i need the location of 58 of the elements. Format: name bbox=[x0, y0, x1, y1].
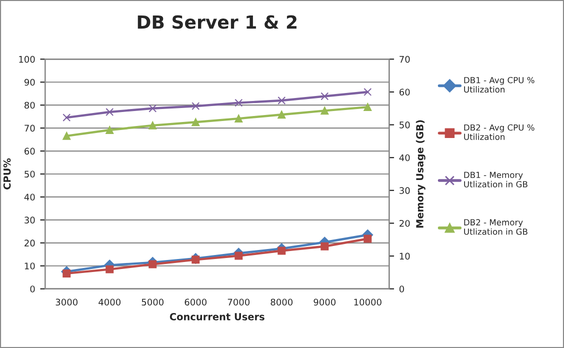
point bbox=[148, 104, 157, 112]
point bbox=[234, 114, 243, 123]
y-tick-label: 40 bbox=[24, 194, 35, 201]
x-tick-label: 9000 bbox=[314, 298, 336, 306]
point bbox=[62, 269, 71, 278]
point bbox=[148, 121, 157, 130]
y2-tick-label: 70 bbox=[400, 56, 410, 63]
y-tick-label: 80 bbox=[24, 102, 35, 109]
y-tick-label: 0 bbox=[30, 286, 35, 292]
point bbox=[320, 92, 329, 100]
legend-label: DB2 - Memory Utlization in GB bbox=[464, 219, 528, 235]
y-tick-label: 90 bbox=[24, 78, 35, 86]
point bbox=[364, 103, 372, 112]
point bbox=[278, 96, 286, 104]
point bbox=[106, 108, 114, 116]
y2-tick-label: 40 bbox=[399, 154, 410, 162]
point bbox=[320, 106, 329, 115]
point bbox=[106, 126, 114, 134]
x-tick-label: 6000 bbox=[184, 298, 207, 306]
y-tick-label: 10 bbox=[24, 262, 35, 270]
point bbox=[278, 110, 286, 119]
point bbox=[148, 260, 157, 268]
point bbox=[278, 246, 286, 255]
legend-label: DB2 - Avg CPU % Utilization bbox=[464, 124, 534, 140]
x-axis-title: Concurrent Users bbox=[170, 313, 264, 320]
point bbox=[106, 265, 114, 274]
y-tick-label: 50 bbox=[24, 170, 35, 178]
y2-axis-title: Memory Usage (GB) bbox=[416, 120, 426, 228]
legend-label: DB1 - Memory Utlization in GB bbox=[464, 172, 528, 188]
y-tick-label: 60 bbox=[24, 148, 35, 155]
point bbox=[234, 252, 243, 260]
x-tick-label: 3000 bbox=[56, 298, 78, 306]
x-tick-label: 5000 bbox=[142, 298, 164, 306]
point bbox=[234, 98, 243, 107]
x-tick-label: 10000 bbox=[354, 298, 382, 306]
x-tick-label: 8000 bbox=[270, 298, 293, 306]
y-tick-label: 30 bbox=[24, 216, 35, 224]
point bbox=[364, 234, 372, 243]
chart-title: DB Server 1 & 2 bbox=[138, 15, 296, 29]
point bbox=[364, 88, 372, 96]
y2-tick-label: 20 bbox=[400, 220, 410, 227]
y-tick-label: 70 bbox=[24, 124, 35, 132]
point bbox=[320, 242, 329, 250]
y2-tick-label: 60 bbox=[400, 88, 410, 96]
point bbox=[62, 114, 71, 122]
y-axis-title: CPU% bbox=[3, 158, 11, 190]
y2-tick-label: 30 bbox=[400, 187, 410, 194]
x-tick-label: 7000 bbox=[228, 298, 250, 306]
y2-tick-label: 0 bbox=[399, 286, 404, 292]
y-tick-label: 100 bbox=[19, 56, 35, 63]
point bbox=[62, 132, 71, 140]
y2-tick-label: 50 bbox=[400, 122, 410, 128]
x-tick-label: 4000 bbox=[98, 298, 121, 306]
point bbox=[192, 118, 200, 126]
y2-tick-label: 10 bbox=[400, 252, 410, 260]
point bbox=[192, 102, 200, 110]
legend-label: DB1 - Avg CPU % Utilization bbox=[464, 76, 534, 93]
y-tick-label: 20 bbox=[24, 240, 35, 246]
